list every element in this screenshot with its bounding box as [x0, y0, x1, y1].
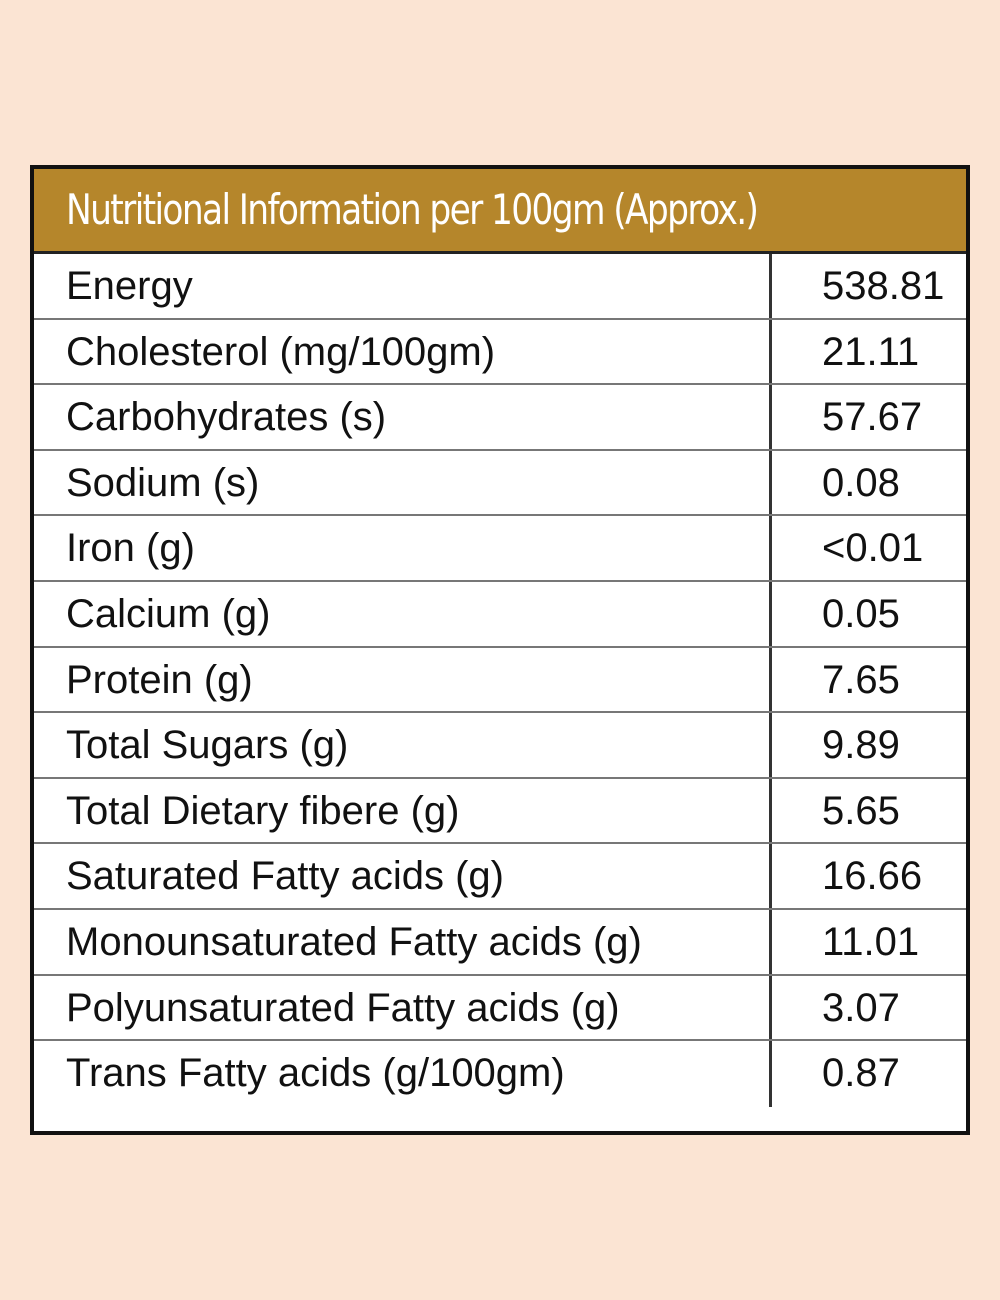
- nutrient-value: 0.08: [822, 460, 900, 505]
- nutrient-value: 9.89: [822, 723, 900, 768]
- nutrient-value: 11.01: [822, 919, 920, 964]
- table-row: Protein (g) 7.65: [34, 647, 966, 714]
- table-title: Nutritional Information per 100gm (Appro…: [66, 185, 759, 234]
- nutrient-name: Calcium (g): [34, 581, 772, 646]
- nutrient-name: Energy: [34, 254, 772, 318]
- nutrient-name: Carbohydrates (s): [34, 385, 772, 449]
- nutrient-value: 16.66: [822, 854, 923, 899]
- table-row: Cholesterol (mg/100gm) 21.11: [34, 319, 966, 386]
- table-row: Saturated Fatty acids (g) 16.66: [34, 844, 966, 910]
- nutrient-value: 0.05: [822, 591, 900, 636]
- nutrient-name: Total Dietary fibere (g): [34, 778, 772, 843]
- nutrient-value: 57.67: [822, 395, 923, 440]
- nutrient-name: Protein (g): [34, 647, 772, 712]
- nutrient-value: 0.87: [822, 1051, 900, 1096]
- nutrient-name: Saturated Fatty acids (g): [34, 844, 772, 908]
- nutrient-value: 538.81: [822, 264, 945, 308]
- nutrient-value: 3.07: [822, 985, 900, 1030]
- table-row: Total Sugars (g) 9.89: [34, 713, 966, 779]
- nutrient-name: Total Sugars (g): [34, 713, 772, 777]
- table-row: Monounsaturated Fatty acids (g) 11.01: [34, 909, 966, 976]
- table-row: Carbohydrates (s) 57.67: [34, 385, 966, 451]
- nutrient-value: 5.65: [822, 788, 900, 833]
- nutrient-name: Cholesterol (mg/100gm): [34, 319, 772, 384]
- nutrient-value: 21.11: [822, 329, 920, 374]
- nutrient-value: <0.01: [822, 526, 924, 571]
- table-row: Total Dietary fibere (g) 5.65: [34, 778, 966, 845]
- table-row: Calcium (g) 0.05: [34, 581, 966, 648]
- nutrient-name: Sodium (s): [34, 450, 772, 515]
- table-header: Nutritional Information per 100gm (Appro…: [34, 169, 966, 251]
- table-row: Polyunsaturated Fatty acids (g) 3.07: [34, 975, 966, 1042]
- table-row: Sodium (s) 0.08: [34, 450, 966, 517]
- table-body: Energy 538.81 Cholesterol (mg/100gm) 21.11 C…: [34, 251, 966, 1107]
- nutrient-name: Iron (g): [34, 516, 772, 580]
- nutrition-table: Nutritional Information per 100gm (Appro…: [30, 165, 970, 1135]
- table-row: Energy 538.81: [34, 254, 966, 320]
- nutrient-name: Trans Fatty acids (g/100gm): [34, 1041, 772, 1107]
- nutrient-value: 7.65: [822, 657, 900, 702]
- nutrient-name: Polyunsaturated Fatty acids (g): [34, 975, 772, 1040]
- table-row: Trans Fatty acids (g/100gm) 0.87: [34, 1041, 966, 1107]
- table-row: Iron (g) <0.01: [34, 516, 966, 582]
- nutrient-name: Monounsaturated Fatty acids (g): [34, 909, 772, 974]
